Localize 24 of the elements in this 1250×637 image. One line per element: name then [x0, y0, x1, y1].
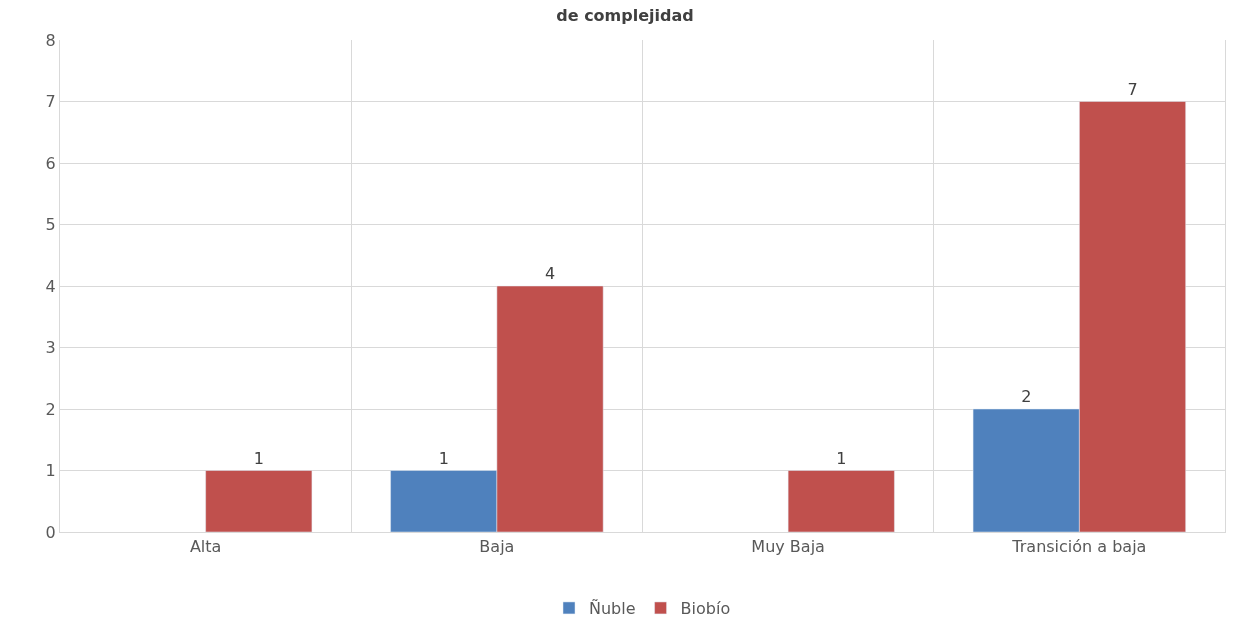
y-tick-label: 2: [45, 399, 56, 419]
legend-label: Ñuble: [589, 599, 636, 619]
legend-label: Biobío: [680, 599, 731, 619]
y-tick-label: 1: [45, 461, 56, 481]
data-label: 1: [438, 448, 449, 468]
y-tick-label: 7: [45, 92, 56, 112]
data-label: 1: [836, 448, 847, 468]
y-tick-label: 6: [45, 153, 56, 173]
x-tick-label: Muy Baja: [751, 537, 825, 557]
chart-title: de complejidad: [556, 5, 694, 25]
x-tick-label: Alta: [189, 537, 222, 557]
y-tick-label: 3: [45, 338, 56, 358]
y-tick-label: 5: [45, 215, 56, 235]
data-label: 1: [253, 448, 264, 468]
data-label: 4: [544, 264, 556, 283]
y-tick-label: 0: [45, 522, 56, 542]
bar: [205, 470, 313, 532]
bar: [787, 470, 895, 532]
data-label: 2: [1021, 387, 1032, 406]
y-tick-label: 8: [45, 30, 56, 50]
x-tick-label: Baja: [479, 537, 515, 557]
x-tick-label: Transición a baja: [1011, 537, 1147, 557]
y-tick-label: 4: [45, 276, 56, 296]
data-label: 7: [1127, 79, 1138, 99]
